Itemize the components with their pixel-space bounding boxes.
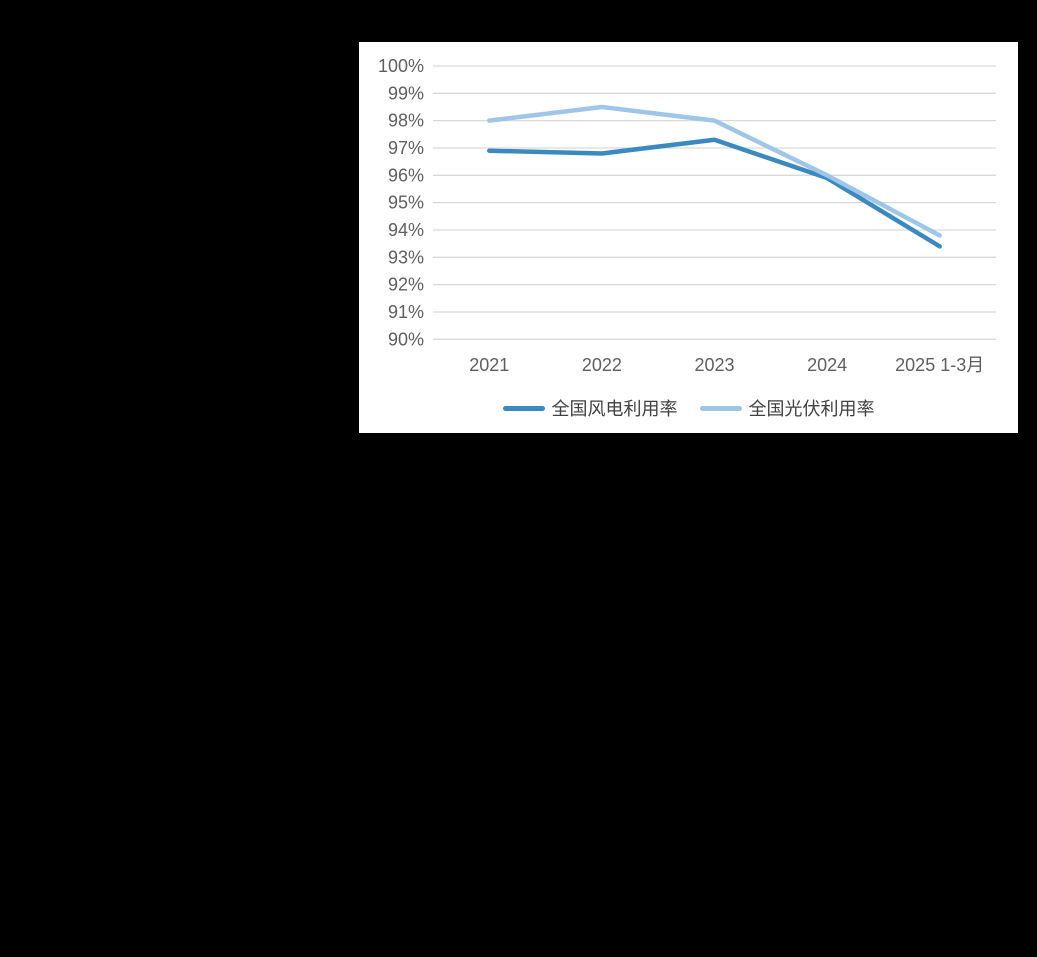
pv-line-swatch <box>699 405 742 411</box>
legend-item-wind: 全国风电利用率 <box>502 395 678 421</box>
x-axis-tick-label: 2023 <box>694 355 734 375</box>
y-axis-tick-label: 92% <box>388 275 424 295</box>
wind-line-swatch <box>502 405 545 411</box>
utilization-line-chart: 90% 91% 92% 93% 94% 95% 96% 97% 98% 99% 100% 2021 20… <box>378 56 996 375</box>
y-axis-tick-label: 100% <box>378 56 424 76</box>
x-axis-tick-label: 2022 <box>582 355 622 375</box>
legend-item-pv: 全国光伏利用率 <box>699 395 875 421</box>
x-axis-tick-label: 2021 <box>469 355 509 375</box>
legend-label-wind: 全国风电利用率 <box>551 399 678 419</box>
y-axis-tick-label: 95% <box>388 193 424 213</box>
y-axis-tick-label: 97% <box>388 138 424 158</box>
y-axis-tick-label: 93% <box>388 247 424 267</box>
series-line-pv <box>487 104 942 238</box>
legend-label-pv: 全国光伏利用率 <box>748 399 875 419</box>
chart-panel: 90% 91% 92% 93% 94% 95% 96% 97% 98% 99% 100% 2021 20… <box>359 42 1018 433</box>
y-axis-tick-label: 91% <box>388 302 424 322</box>
y-axis-tick-label: 98% <box>388 111 424 131</box>
y-axis-tick-label: 94% <box>388 220 424 240</box>
x-axis-tick-label: 2025 1-3月 <box>895 355 984 375</box>
y-axis-tick-label: 99% <box>388 83 424 103</box>
x-axis-tick-label: 2024 <box>807 355 847 375</box>
y-axis-tick-label: 96% <box>388 165 424 185</box>
series-line-wind <box>487 137 942 249</box>
chart-legend: 全国风电利用率 全国光伏利用率 <box>359 395 1018 421</box>
y-axis-tick-label: 90% <box>388 329 424 349</box>
